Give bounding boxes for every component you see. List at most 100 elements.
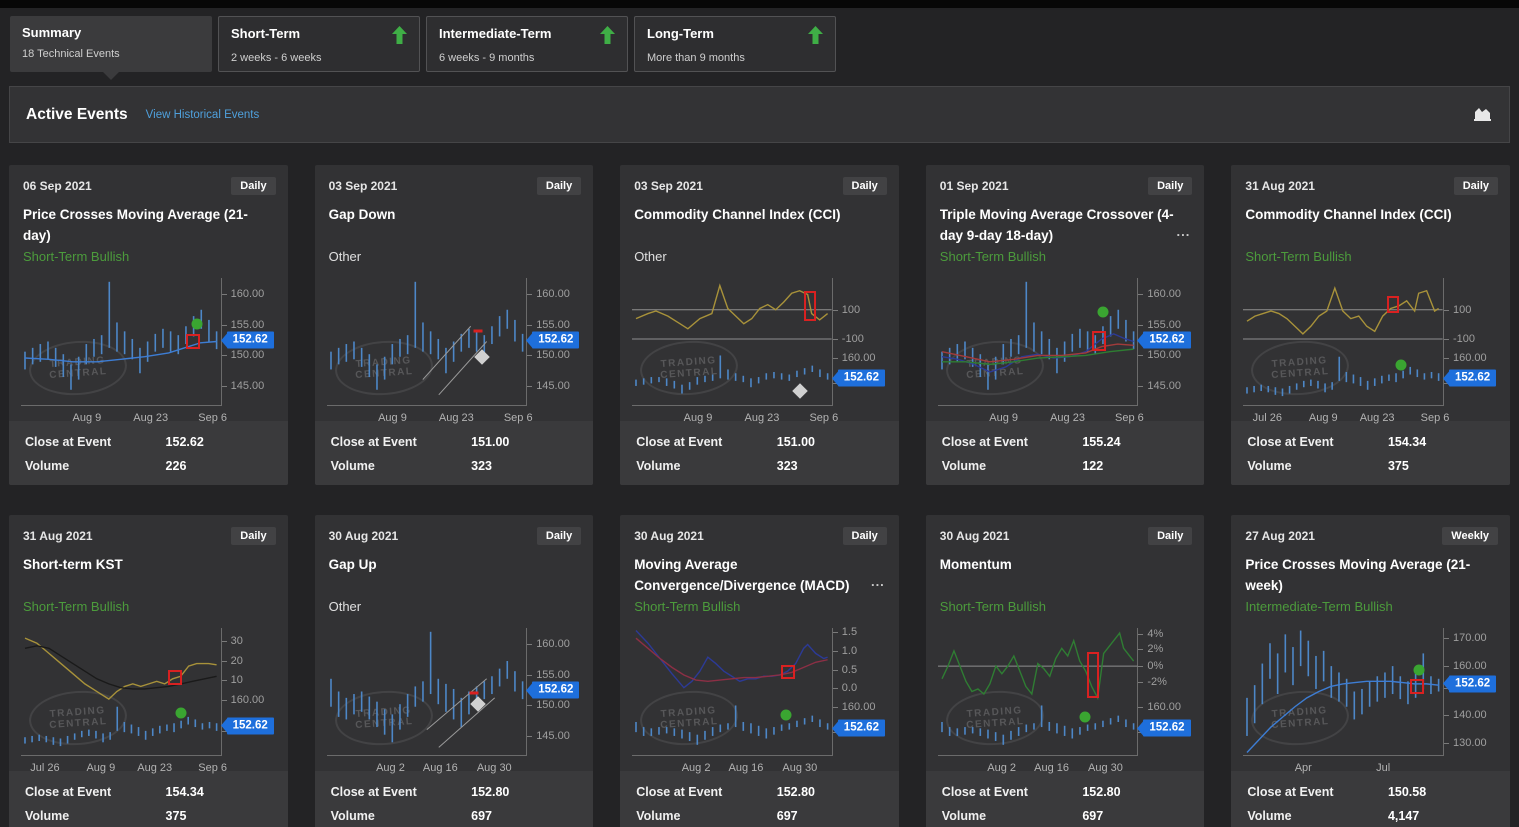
- event-card[interactable]: 01 Sep 2021 Daily Triple Moving Average …: [925, 165, 1205, 485]
- period-badge: Daily: [1148, 527, 1193, 545]
- box-marker: [1092, 331, 1107, 352]
- tab-subtitle: More than 9 months: [647, 52, 745, 64]
- close-at-event-value: 154.34: [165, 785, 204, 799]
- event-date: 31 Aug 2021: [23, 529, 93, 543]
- y-axis-label: 145.00: [527, 379, 570, 392]
- y-axis-label: 4%: [1138, 628, 1164, 641]
- event-card[interactable]: 31 Aug 2021 Daily Commodity Channel Inde…: [1231, 165, 1510, 485]
- event-card[interactable]: 30 Aug 2021 Daily Moving Average Converg…: [620, 515, 899, 827]
- box-marker: [1387, 295, 1400, 314]
- event-card[interactable]: 30 Aug 2021 Daily Gap Up Other TRADINGCE…: [314, 515, 594, 827]
- y-axis-label: 155.00: [527, 668, 570, 681]
- y-axis-label: -100: [832, 332, 864, 345]
- y-axis-label: 150.00: [221, 349, 265, 362]
- x-axis-label: Sep 6: [1115, 411, 1144, 424]
- period-badge: Daily: [231, 527, 276, 545]
- y-axis-label: 130.00: [1444, 737, 1487, 750]
- event-card[interactable]: 30 Aug 2021 Daily Momentum Short-Term Bu…: [925, 515, 1205, 827]
- volume-label: Volume: [1247, 809, 1292, 823]
- event-card[interactable]: 31 Aug 2021 Daily Short-term KST Short-T…: [9, 515, 288, 827]
- tab-intermediate-term[interactable]: Intermediate-Term 6 weeks - 9 months: [426, 16, 628, 72]
- x-axis-label: Aug 2: [987, 761, 1017, 774]
- tab-long-term[interactable]: Long-Term More than 9 months: [634, 16, 836, 72]
- event-classification: Short-Term Bullish: [23, 599, 130, 615]
- y-axis-label: 160.00: [832, 700, 876, 713]
- event-date: 03 Sep 2021: [634, 179, 703, 193]
- y-axis-label: 170.00: [1444, 631, 1487, 644]
- area-chart-icon[interactable]: [1473, 107, 1493, 122]
- up-arrow-icon: [392, 26, 407, 44]
- volume-value: 375: [165, 809, 187, 823]
- page-title: Active Events: [26, 105, 128, 123]
- last-price-tag: 152.62: [526, 681, 580, 699]
- event-classification: Short-Term Bullish: [1245, 249, 1352, 265]
- close-at-event-value: 152.80: [776, 785, 815, 799]
- y-axis-label: 150.00: [527, 699, 570, 712]
- event-card[interactable]: 03 Sep 2021 Daily Gap Down Other TRADING…: [314, 165, 594, 485]
- x-axis-label: Aug 16: [728, 761, 764, 774]
- x-axis-label: Aug 9: [86, 761, 116, 774]
- x-axis-label: Apr: [1294, 761, 1312, 774]
- event-date: 06 Sep 2021: [23, 179, 92, 193]
- volume-label: Volume: [941, 809, 987, 823]
- period-badge: Daily: [536, 527, 582, 545]
- event-classification: Short-Term Bullish: [634, 599, 741, 615]
- x-axis-label: Aug 23: [137, 761, 173, 774]
- y-axis-label: 1.0: [832, 644, 858, 657]
- volume-label: Volume: [25, 809, 70, 823]
- event-card[interactable]: 06 Sep 2021 Daily Price Crosses Moving A…: [9, 165, 288, 485]
- x-axis-label: Aug 16: [1034, 761, 1069, 774]
- x-axis-label: Sep 6: [503, 411, 533, 424]
- x-axis-label: Jul 26: [30, 761, 60, 774]
- tab-subtitle: 2 weeks - 6 weeks: [231, 52, 322, 64]
- box-marker: [803, 290, 816, 321]
- y-axis-label: 160.00: [1444, 659, 1487, 672]
- more-button[interactable]: ...: [1172, 221, 1191, 243]
- up-arrow-icon: [600, 26, 615, 44]
- last-price-tag: 152.62: [526, 331, 580, 349]
- x-axis-label: Jul 26: [1252, 411, 1283, 424]
- event-title: Triple Moving Average Crossover (4-day 9…: [939, 207, 1191, 243]
- close-at-event-label: Close at Event: [1247, 785, 1334, 799]
- x-axis-label: Aug 30: [476, 761, 512, 774]
- volume-label: Volume: [941, 459, 987, 473]
- y-axis-label: 155.00: [1138, 318, 1182, 331]
- y-axis-label: 160.00: [527, 288, 570, 301]
- y-axis-label: 140.00: [1444, 709, 1487, 722]
- event-classification: Short-Term Bullish: [23, 249, 130, 265]
- volume-value: 323: [776, 459, 798, 473]
- x-axis-label: Aug 9: [72, 411, 102, 424]
- event-stats: Close at Event 152.80 Volume 697: [620, 771, 899, 827]
- event-date: 01 Sep 2021: [939, 179, 1009, 193]
- event-stats: Close at Event 152.80 Volume 697: [925, 771, 1205, 827]
- tab-summary[interactable]: Summary 18 Technical Events: [10, 16, 212, 80]
- volume-value: 697: [776, 809, 798, 823]
- x-axis-label: Aug 23: [1050, 411, 1085, 424]
- event-stats: Close at Event 150.58 Volume 4,147: [1231, 771, 1510, 827]
- dot-marker: [175, 707, 187, 719]
- volume-label: Volume: [1247, 459, 1292, 473]
- event-date: 27 Aug 2021: [1245, 529, 1315, 543]
- event-date: 03 Sep 2021: [328, 179, 398, 193]
- y-axis-label: 20: [221, 654, 243, 667]
- event-classification: Other: [328, 599, 362, 615]
- last-price-tag: 152.62: [831, 369, 885, 387]
- tab-label: Short-Term: [231, 26, 301, 41]
- event-title: Commodity Channel Index (CCI): [1245, 207, 1452, 222]
- close-at-event-value: 154.34: [1387, 435, 1427, 449]
- event-title: Gap Up: [328, 557, 377, 572]
- more-button[interactable]: ...: [866, 571, 885, 593]
- event-card[interactable]: 27 Aug 2021 Weekly Price Crosses Moving …: [1231, 515, 1510, 827]
- tab-short-term[interactable]: Short-Term 2 weeks - 6 weeks: [218, 16, 420, 72]
- event-card[interactable]: 03 Sep 2021 Daily Commodity Channel Inde…: [620, 165, 899, 485]
- last-price-tag: 152.62: [1137, 331, 1191, 349]
- y-axis-label: 2%: [1138, 643, 1164, 656]
- view-historical-events-link[interactable]: View Historical Events: [145, 108, 260, 121]
